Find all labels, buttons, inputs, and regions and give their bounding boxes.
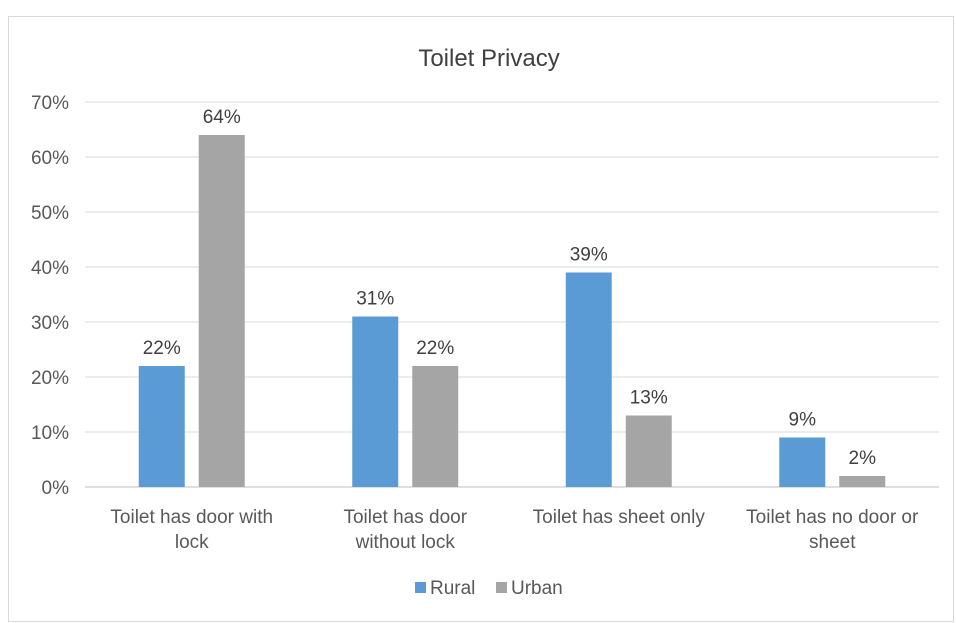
bars	[138, 135, 886, 487]
y-tick-label: 60%	[31, 148, 69, 169]
data-label: 2%	[849, 448, 877, 469]
data-label: 22%	[416, 338, 454, 359]
x-category-line: Toilet has no door or	[746, 507, 919, 528]
x-category-line: without lock	[355, 532, 456, 553]
y-tick-label: 10%	[31, 423, 69, 444]
data-label: 64%	[203, 107, 241, 128]
x-category-line: Toilet has door	[343, 507, 467, 528]
x-category-label: Toilet has door with lock	[110, 507, 273, 553]
bar-rural	[138, 366, 185, 487]
bar-rural	[779, 437, 826, 487]
bar-urban	[839, 476, 886, 487]
y-tick-label: 70%	[31, 93, 69, 114]
chart-frame: Toilet Privacy 0% 10% 20% 30% 40% 50% 60% 70% 2…	[8, 16, 954, 622]
y-tick-label: 20%	[31, 368, 69, 389]
legend-label: Rural	[430, 578, 475, 599]
legend-swatch-rural	[415, 582, 426, 593]
bar-urban	[625, 415, 672, 487]
bar-chart: Toilet Privacy 0% 10% 20% 30% 40% 50% 60% 70% 2…	[31, 45, 939, 599]
y-tick-label: 0%	[42, 478, 70, 499]
bar-rural	[565, 272, 612, 487]
bar-urban	[412, 366, 459, 487]
y-tick-label: 30%	[31, 313, 69, 334]
data-labels: 22% 64% 31% 22% 39% 13% 9% 2%	[143, 107, 876, 469]
legend-swatch-urban	[496, 582, 507, 593]
y-tick-label: 40%	[31, 258, 69, 279]
bar-rural	[352, 316, 399, 487]
legend: Rural Urban	[415, 578, 563, 599]
data-label: 31%	[356, 289, 394, 310]
data-label: 22%	[143, 338, 181, 359]
x-category-label: Toilet has no door or sheet	[746, 507, 919, 553]
data-label: 13%	[630, 388, 668, 409]
data-label: 9%	[789, 410, 817, 431]
x-category-label: Toilet has sheet only	[533, 507, 706, 528]
x-category-label: Toilet has door without lock	[343, 507, 467, 553]
legend-label: Urban	[511, 578, 563, 599]
data-label: 39%	[570, 245, 608, 266]
x-axis-categories: Toilet has door with lock Toilet has door w…	[110, 507, 919, 553]
x-category-line: sheet	[809, 532, 856, 553]
x-category-line: Toilet has sheet only	[533, 507, 706, 528]
y-tick-label: 50%	[31, 203, 69, 224]
x-category-line: Toilet has door with	[110, 507, 273, 528]
bar-urban	[198, 135, 245, 487]
y-axis-ticks: 0% 10% 20% 30% 40% 50% 60% 70%	[31, 93, 69, 499]
x-category-line: lock	[175, 532, 209, 553]
chart-title: Toilet Privacy	[418, 45, 559, 72]
